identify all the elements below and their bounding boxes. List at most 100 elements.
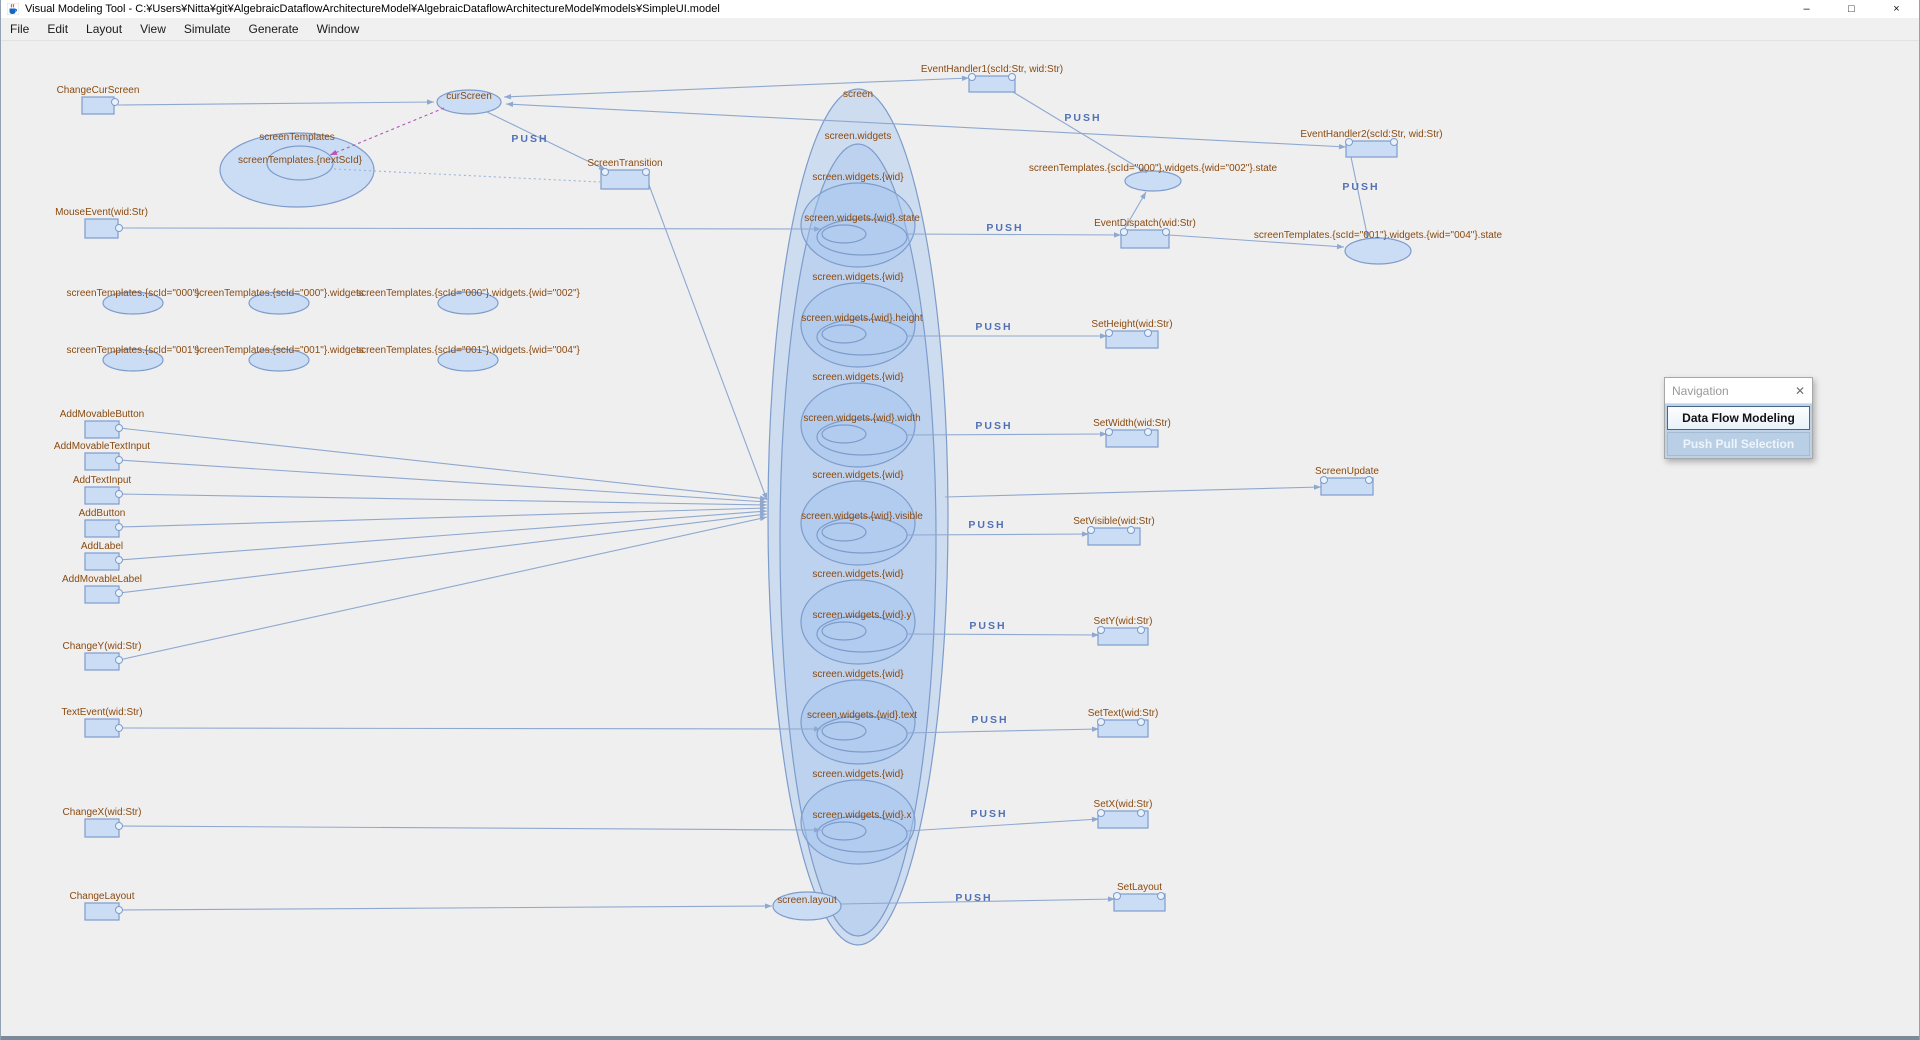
resource-st-001-widgets[interactable] — [248, 348, 310, 372]
resource-x-core[interactable] — [821, 821, 867, 841]
dataflow-edge[interactable] — [906, 233, 1122, 236]
channel-text-event-port[interactable] — [115, 724, 123, 732]
menu-file[interactable]: File — [10, 22, 30, 36]
dataflow-edge[interactable] — [118, 427, 768, 500]
menu-view[interactable]: View — [140, 22, 166, 36]
menu-simulate[interactable]: Simulate — [183, 22, 231, 36]
channel-event-dispatch[interactable] — [1120, 229, 1170, 249]
channel-screen-update-port[interactable] — [1365, 476, 1373, 484]
dataflow-edge[interactable] — [906, 728, 1100, 734]
menu-window[interactable]: Window — [316, 22, 360, 36]
dataflow-edge[interactable] — [486, 111, 607, 171]
dataflow-edge[interactable] — [503, 77, 970, 98]
menu-layout[interactable]: Layout — [86, 22, 123, 36]
data-flow-modeling-button[interactable]: Data Flow Modeling — [1667, 406, 1810, 430]
resource-screen-widgets-wid-state[interactable] — [816, 218, 908, 256]
dataflow-edge[interactable] — [1012, 91, 1148, 174]
channel-change-y[interactable] — [84, 652, 120, 671]
channel-set-y-port[interactable] — [1137, 626, 1145, 634]
dataflow-edge[interactable] — [505, 103, 1347, 148]
dataflow-edge[interactable] — [648, 184, 768, 501]
dataflow-edge[interactable] — [121, 727, 822, 730]
resource-screen-widgets-wid-height[interactable] — [816, 318, 908, 356]
resource-st-000-wid-002-state[interactable] — [1124, 170, 1182, 192]
channel-event-dispatch-port[interactable] — [1120, 228, 1128, 236]
resource-st-000-wid-002[interactable] — [437, 291, 499, 315]
channel-screen-update-port[interactable] — [1320, 476, 1328, 484]
channel-text-event[interactable] — [84, 718, 120, 738]
resource-st-001[interactable] — [102, 348, 164, 372]
resource-y-core[interactable] — [821, 621, 867, 641]
channel-change-x[interactable] — [84, 818, 120, 838]
channel-add-button[interactable] — [84, 519, 120, 538]
resource-screen-widgets-wid[interactable] — [800, 679, 916, 765]
resource-screentemplates-nextscid[interactable] — [266, 145, 334, 181]
channel-change-cur-screen[interactable] — [81, 96, 115, 115]
dataflow-edge[interactable] — [118, 507, 768, 528]
channel-change-cur-screen-port[interactable] — [111, 98, 119, 106]
menu-generate[interactable]: Generate — [248, 22, 299, 36]
channel-change-layout[interactable] — [84, 902, 120, 921]
channel-mouse-event[interactable] — [84, 218, 119, 239]
channel-add-movable-label-port[interactable] — [115, 589, 123, 597]
dataflow-edge[interactable] — [906, 433, 1108, 436]
menu-edit[interactable]: Edit — [47, 22, 69, 36]
resource-st-000[interactable] — [102, 291, 164, 315]
dataflow-edge[interactable] — [118, 516, 768, 661]
resource-screen-widgets-wid[interactable] — [800, 779, 916, 865]
dataflow-edge[interactable] — [118, 510, 768, 561]
channel-set-x[interactable] — [1097, 810, 1149, 829]
channel-add-movable-button[interactable] — [84, 420, 120, 439]
dataflow-edge[interactable] — [333, 168, 601, 183]
channel-set-height-port[interactable] — [1105, 329, 1113, 337]
channel-mouse-event-port[interactable] — [115, 224, 123, 232]
resource-screen-widgets-wid-text[interactable] — [816, 715, 908, 753]
channel-add-button-port[interactable] — [115, 523, 123, 531]
dataflow-edge[interactable] — [117, 101, 435, 106]
channel-event-dispatch-port[interactable] — [1162, 228, 1170, 236]
channel-event-handler1[interactable] — [968, 75, 1016, 93]
dataflow-edge[interactable] — [121, 227, 822, 230]
channel-set-layout[interactable] — [1113, 893, 1166, 912]
resource-width-core[interactable] — [821, 424, 867, 444]
channel-set-width-port[interactable] — [1144, 428, 1152, 436]
resource-screen-widgets-wid-x[interactable] — [816, 815, 908, 853]
channel-add-label[interactable] — [84, 552, 120, 571]
resource-text-core[interactable] — [821, 721, 867, 741]
resource-screen-widgets-wid[interactable] — [800, 480, 916, 566]
dataflow-edge[interactable] — [329, 107, 445, 156]
channel-event-handler1-port[interactable] — [968, 73, 976, 81]
dataflow-edge[interactable] — [121, 825, 822, 831]
channel-add-movable-text-input[interactable] — [84, 452, 120, 471]
dataflow-edge[interactable] — [840, 898, 1116, 905]
channel-change-x-port[interactable] — [115, 822, 123, 830]
dataflow-edge[interactable] — [118, 493, 768, 506]
channel-event-handler1-port[interactable] — [1008, 73, 1016, 81]
channel-add-movable-label[interactable] — [84, 585, 120, 604]
channel-add-movable-text-input-port[interactable] — [115, 456, 123, 464]
channel-set-visible-port[interactable] — [1087, 526, 1095, 534]
channel-add-text-input-port[interactable] — [115, 490, 123, 498]
channel-add-text-input[interactable] — [84, 486, 120, 505]
navigation-close-icon[interactable]: ✕ — [1794, 383, 1805, 398]
resource-visible-core[interactable] — [821, 522, 867, 542]
channel-set-y[interactable] — [1097, 627, 1149, 646]
push-pull-selection-button[interactable]: Push Pull Selection — [1667, 432, 1810, 456]
channel-set-height-port[interactable] — [1144, 329, 1152, 337]
channel-change-y-port[interactable] — [115, 656, 123, 664]
channel-set-text[interactable] — [1097, 719, 1149, 738]
dataflow-edge[interactable] — [906, 818, 1100, 832]
resource-screen-widgets-wid-width[interactable] — [816, 418, 908, 456]
resource-st-001-wid-004-state[interactable] — [1344, 237, 1412, 265]
channel-set-y-port[interactable] — [1097, 626, 1105, 634]
dataflow-edge[interactable] — [1168, 234, 1345, 248]
channel-change-layout-port[interactable] — [115, 906, 123, 914]
dataflow-edge[interactable] — [121, 905, 773, 911]
channel-set-visible[interactable] — [1087, 527, 1141, 546]
resource-screen-widgets-wid[interactable] — [800, 182, 916, 268]
dataflow-edge[interactable] — [1350, 156, 1369, 240]
channel-screen-transition-port[interactable] — [642, 168, 650, 176]
dataflow-edge[interactable] — [944, 486, 1322, 498]
channel-add-movable-button-port[interactable] — [115, 424, 123, 432]
